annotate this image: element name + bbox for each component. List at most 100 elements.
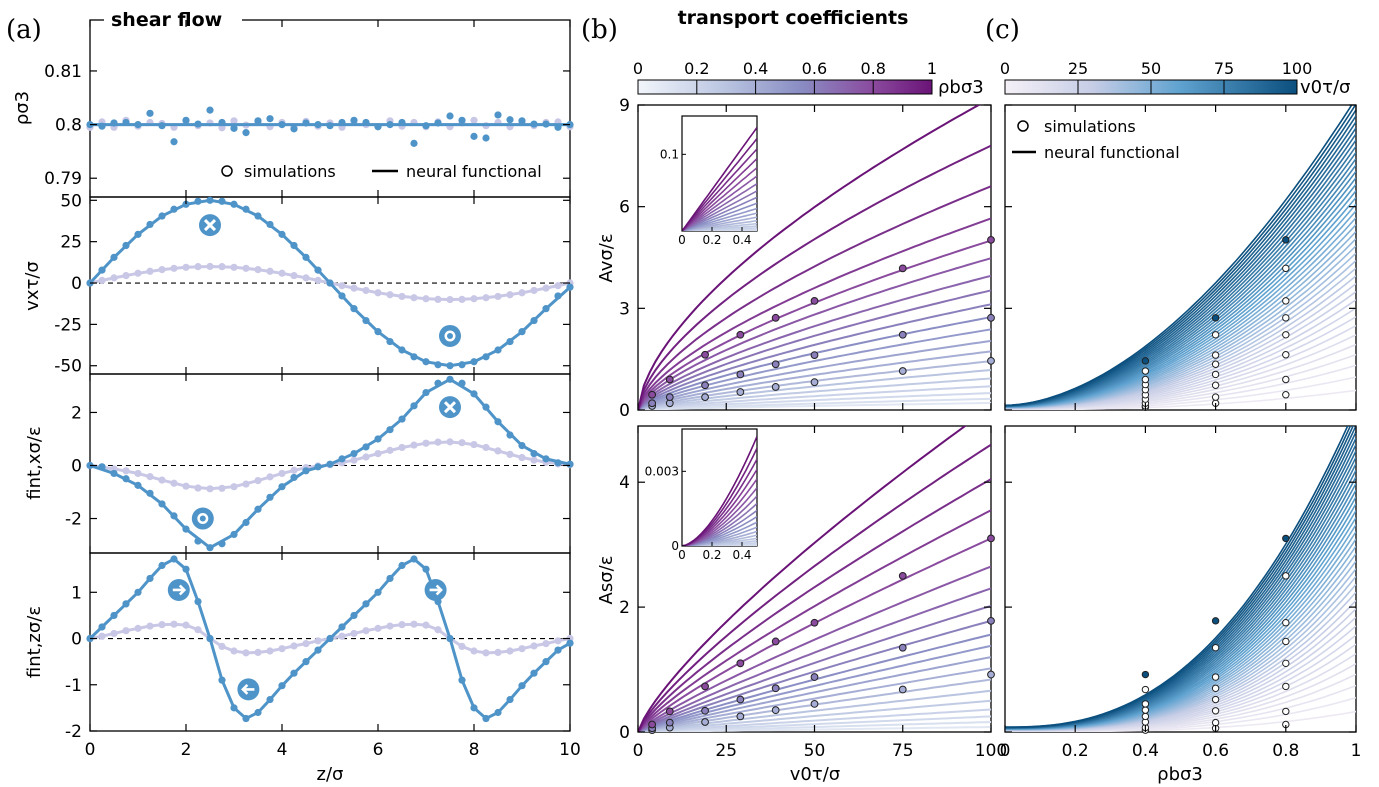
plot-structural-coefficient: 0 2 4 0 25 50 75 100 0 0.2 0.4 0 0.003 Asσ/ε v0τ/σ [596,426,1007,785]
simulation-point-weak [290,642,298,650]
simulation-point [648,399,657,408]
simulation-point-strong [410,555,418,563]
simulation-point-weak [482,649,490,657]
inset-curve [682,138,757,231]
simulation-point-weak [218,263,226,271]
simulation-point [1211,314,1220,322]
simulation-point [1141,700,1150,708]
simulation-point-strong [278,682,286,690]
simulation-point-strong [482,403,490,411]
simulation-point [771,313,780,322]
functional-curve [638,644,991,732]
functional-curve [1005,105,1353,407]
functional-curve [638,350,991,410]
simulation-point-strong [326,460,334,468]
simulation-point [1211,331,1220,339]
simulation-point [648,720,657,729]
simulation-point [1141,706,1150,714]
simulation-point-weak [278,269,286,277]
ytick-label: 25 [60,233,82,253]
simulation-point [701,393,709,402]
simulation-point-strong [134,120,142,129]
simulation-point-weak [146,473,154,481]
simulation-point-strong [98,463,106,471]
simulation-point-weak [182,621,190,629]
colorbar-density-tick-label: 0.8 [860,59,885,78]
simulation-point-strong [194,197,202,205]
functional-curve [638,392,991,410]
simulation-point-weak [206,485,214,493]
simulation-point-weak [146,267,154,275]
inset-curve [682,158,757,231]
simulation-point [701,350,709,359]
simulation-point-weak [350,456,358,464]
simulation-point [1282,659,1290,668]
simulation-point [810,296,819,305]
simulation-point-weak [134,624,142,632]
simulation-point [701,718,709,726]
simulation-point [810,673,819,681]
functional-curve [638,339,991,410]
simulation-point-strong [314,266,322,274]
yaxis-label-av: Avσ/ε [596,233,617,282]
simulation-point [1282,682,1290,691]
colorbar-velocity-tick-label: 100 [1282,59,1313,78]
simulation-point-weak [554,282,562,290]
simulation-point-strong [446,362,454,370]
simulation-point-weak [110,274,118,282]
inset-curve [682,175,757,231]
simulation-point-weak [146,622,154,630]
inset-curve [682,196,757,231]
xtick-label: 75 [892,741,914,761]
simulation-point-weak [170,620,178,628]
colorbar-density [637,79,933,95]
simulation-point-strong [122,241,130,250]
simulation-point [898,330,907,339]
simulation-point-strong [326,122,334,130]
functional-curve [638,105,981,410]
simulation-point-strong [182,200,190,208]
simulation-point-weak [458,642,466,650]
simulation-point-strong [350,611,358,620]
simulation-point-strong [338,623,346,631]
simulation-point-strong [494,708,502,717]
simulation-point-weak [302,640,310,648]
functional-curve [638,656,991,732]
ytick-label: 50 [60,191,82,211]
yaxis-label-force-z: fint,zσ/ε [24,606,45,678]
functional-curve [638,708,991,732]
functional-curve [638,289,991,410]
simulation-point [1211,718,1220,727]
simulation-point-strong [566,639,574,647]
functional-curve [638,699,991,732]
xtick-label: 10 [559,740,581,760]
xtick-label: 4 [277,740,288,760]
functional-curve [638,369,991,410]
simulation-point-strong [110,611,118,620]
simulation-point [987,235,995,244]
simulation-point-strong [506,116,514,124]
simulation-point-strong [134,230,142,238]
simulation-point [736,330,745,339]
simulation-point-strong [470,132,478,140]
simulation-point [1282,707,1290,716]
simulation-point-strong [290,669,298,677]
inset-xtick-label: 0 [678,233,686,247]
simulation-point-weak [110,629,118,638]
simulation-point-strong [218,118,226,127]
simulation-point-strong [314,120,322,129]
simulation-point-strong [254,117,262,125]
legend-functional-label: neural functional [406,162,542,181]
inset-curve [682,190,757,231]
simulation-point-weak [458,439,466,447]
legend-simulations-label: simulations [244,162,336,181]
simulation-point-strong [266,493,274,501]
simulation-point-strong [302,119,310,127]
simulation-point-strong [230,124,238,132]
simulation-point-weak [518,645,526,653]
simulation-point-strong [458,379,466,387]
simulation-point-strong [542,120,550,128]
colorbar-density-tick-label: 0.2 [684,59,709,78]
inset-curve [682,148,757,231]
ytick-label: 0 [71,630,82,650]
